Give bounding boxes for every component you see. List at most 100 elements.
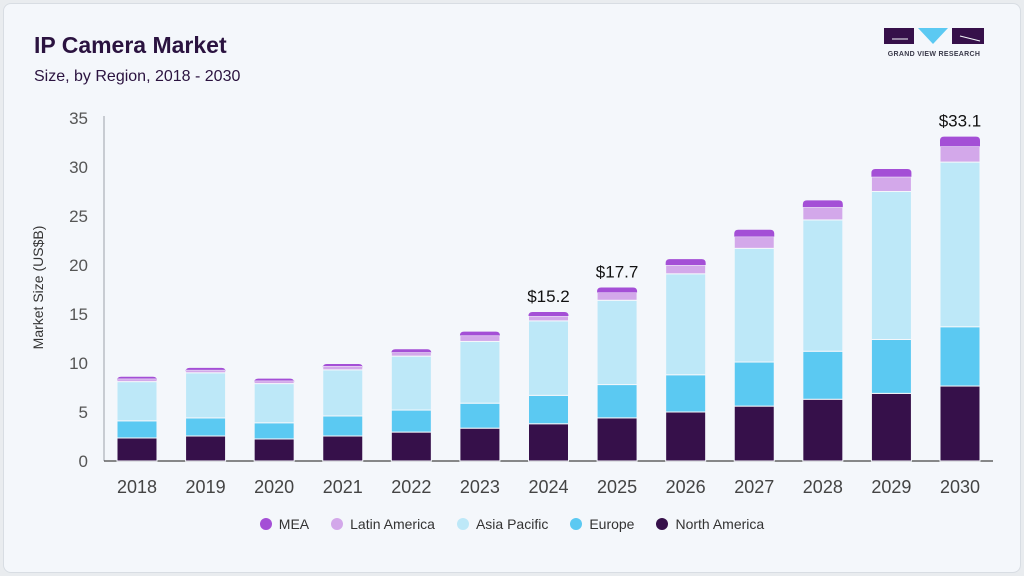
- y-tick-label: 10: [69, 354, 88, 373]
- bar-segment-asia-pacific: [733, 247, 775, 363]
- y-tick-label: 5: [79, 403, 88, 422]
- bar-segment-north-america: [390, 431, 432, 462]
- bar-segment-latin-america: [596, 291, 638, 301]
- bar-segment-north-america: [322, 435, 364, 462]
- bar-segment-europe: [322, 415, 364, 437]
- bar-segment-asia-pacific: [939, 161, 981, 328]
- bar-segment-europe: [459, 402, 501, 429]
- bar-segment-mea: [528, 312, 569, 317]
- y-tick-label: 15: [69, 305, 88, 324]
- legend-swatch: [331, 518, 344, 530]
- bar-segment-north-america: [528, 423, 569, 462]
- bar-segment-north-america: [116, 437, 158, 462]
- x-tick-label: 2018: [117, 477, 157, 497]
- legend-swatch: [456, 518, 469, 530]
- bar-segment-north-america: [596, 417, 638, 462]
- bar-segment-asia-pacific: [185, 372, 227, 419]
- bar-segment-north-america: [185, 435, 227, 462]
- bar-segment-asia-pacific: [870, 191, 912, 340]
- legend-label: Latin America: [350, 516, 435, 532]
- legend-label: MEA: [278, 516, 310, 532]
- x-tick-label: 2026: [666, 477, 706, 497]
- bar-segment-latin-america: [253, 380, 295, 385]
- bar-segment-mea: [802, 200, 843, 208]
- bar-segment-latin-america: [665, 264, 707, 275]
- bar-segment-mea: [117, 376, 157, 381]
- bar-segment-europe: [596, 384, 638, 419]
- x-tick-label: 2020: [254, 477, 294, 497]
- bar-segment-europe: [185, 417, 227, 437]
- legend-label: North America: [675, 516, 765, 532]
- chart-subtitle: Size, by Region, 2018 - 2030: [34, 68, 241, 85]
- legend-item: Europe: [570, 516, 634, 532]
- x-tick-label: 2022: [391, 477, 431, 497]
- x-tick-label: 2024: [528, 477, 568, 497]
- y-tick-label: 35: [69, 109, 88, 128]
- bar-segment-mea: [254, 378, 295, 383]
- legend-item: North America: [656, 516, 764, 532]
- bar-segment-latin-america: [802, 206, 844, 221]
- x-tick-label: 2029: [871, 477, 911, 497]
- bar-segment-mea: [940, 136, 980, 147]
- bar-segment-europe: [665, 374, 707, 413]
- bar-segment-mea: [322, 363, 363, 368]
- bar-segment-asia-pacific: [459, 340, 501, 404]
- legend-swatch: [570, 518, 583, 530]
- bar-segment-north-america: [253, 438, 295, 462]
- bar-segment-asia-pacific: [116, 381, 158, 422]
- bar-segment-north-america: [870, 392, 912, 462]
- y-axis-title: Market Size (US$B): [30, 226, 46, 350]
- bar-segment-europe: [253, 422, 295, 440]
- y-tick-label: 25: [69, 207, 88, 226]
- data-label: $17.7: [596, 263, 639, 282]
- y-tick-label: 0: [79, 452, 88, 471]
- bar-segment-europe: [733, 361, 775, 407]
- bar-segment-asia-pacific: [802, 219, 844, 352]
- bar-segment-mea: [459, 331, 500, 336]
- bar-segment-latin-america: [322, 365, 364, 371]
- legend-swatch: [259, 518, 272, 530]
- legend-item: Latin America: [331, 516, 435, 532]
- bar-segment-asia-pacific: [253, 383, 295, 424]
- chart-card: IP Camera Market Size, by Region, 2018 -…: [3, 3, 1021, 573]
- bar-segment-north-america: [459, 427, 501, 462]
- legend-item: MEA: [259, 516, 310, 532]
- bar-segment-mea: [734, 229, 775, 237]
- x-tick-label: 2027: [734, 477, 774, 497]
- bar-segment-europe: [939, 326, 981, 387]
- bar-segment-asia-pacific: [665, 273, 707, 376]
- bar-segment-north-america: [939, 385, 981, 462]
- x-tick-label: 2030: [940, 477, 980, 497]
- bar-segment-europe: [802, 350, 844, 400]
- y-tick-label: 20: [69, 256, 88, 275]
- bar-segment-mea: [665, 259, 706, 265]
- bar-segment-mea: [185, 367, 226, 372]
- bar-segment-latin-america: [528, 315, 569, 322]
- bar-segment-north-america: [665, 411, 707, 462]
- bar-segment-latin-america: [116, 378, 158, 383]
- bar-segment-asia-pacific: [528, 320, 569, 396]
- bar-segment-europe: [870, 338, 912, 394]
- bar-segment-mea: [597, 287, 638, 293]
- bar-segment-north-america: [733, 405, 775, 462]
- bar-segment-latin-america: [185, 369, 227, 374]
- bar-segment-europe: [116, 420, 158, 439]
- x-tick-label: 2023: [460, 477, 500, 497]
- x-tick-label: 2021: [323, 477, 363, 497]
- bar-segment-mea: [871, 168, 912, 177]
- bar-segment-europe: [528, 394, 569, 425]
- bar-segment-mea: [391, 349, 432, 354]
- legend-swatch: [656, 518, 669, 530]
- bar-segment-asia-pacific: [390, 355, 432, 411]
- bar-segment-latin-america: [390, 351, 432, 357]
- data-label: $15.2: [527, 287, 570, 306]
- bar-segment-asia-pacific: [596, 299, 638, 386]
- grand-view-research-logo: [884, 28, 984, 44]
- legend-item: Asia Pacific: [456, 516, 549, 532]
- x-tick-label: 2025: [597, 477, 637, 497]
- legend-label: Asia Pacific: [475, 516, 549, 532]
- bar-segment-latin-america: [939, 145, 981, 163]
- logo-text: GRAND VIEW RESEARCH: [887, 51, 981, 58]
- legend-label: Europe: [589, 516, 635, 532]
